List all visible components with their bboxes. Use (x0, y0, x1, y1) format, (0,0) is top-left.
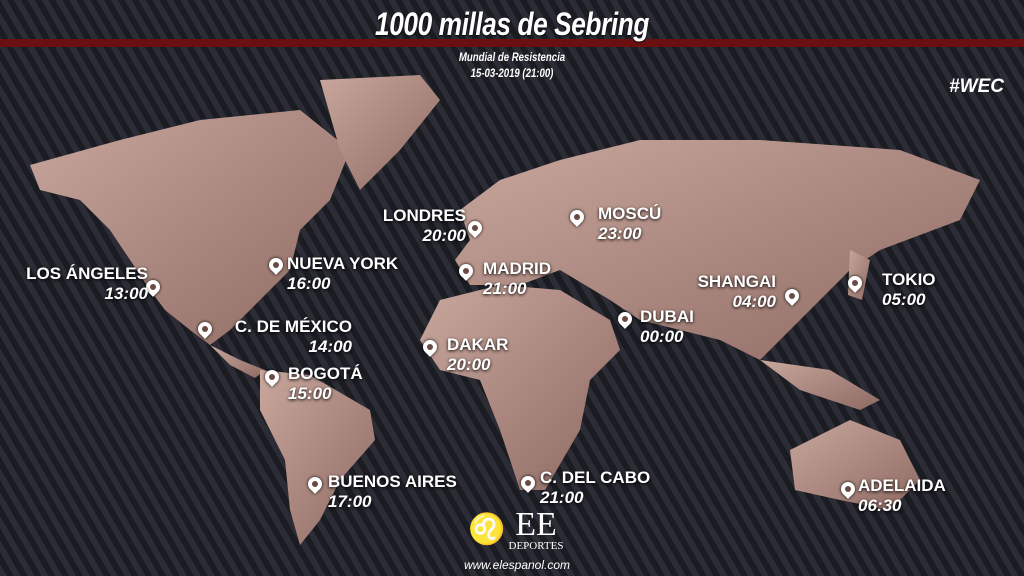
europe-asia (455, 140, 980, 360)
website-url: www.elespanol.com (463, 558, 571, 572)
logo-mark: EE (515, 506, 557, 543)
subtitle: Mundial de Resistencia (458, 50, 566, 64)
city-madrid: MADRID 21:00 (483, 259, 551, 298)
australia (790, 420, 920, 510)
ee-deportes-logo: ♌ EE DEPORTES (466, 506, 576, 553)
city-buenos-aires: BUENOS AIRES 17:00 (328, 472, 457, 511)
logo-label: DEPORTES (508, 540, 564, 552)
city-adelaida: ADELAIDA 06:30 (858, 476, 946, 515)
africa (420, 285, 620, 490)
city-mexico: C. DE MÉXICO 14:00 (234, 317, 352, 356)
page-title: 1000 millas de Sebring (375, 6, 649, 42)
city-moscu: MOSCÚ 23:00 (598, 204, 662, 243)
city-londres: LONDRES 20:00 (382, 206, 466, 245)
greenland (320, 75, 440, 190)
north-america (30, 110, 350, 345)
lion-icon: ♌ (468, 513, 506, 546)
city-los-angeles: LOS ÁNGELES 13:00 (26, 264, 148, 303)
city-shangai: SHANGAI 04:00 (697, 272, 776, 311)
city-cabo: C. DEL CABO 21:00 (540, 468, 651, 507)
event-date: 15-03-2019 (21:00) (470, 66, 554, 80)
city-dubai: DUBAI 00:00 (640, 307, 694, 346)
southeast-asia (760, 360, 880, 410)
header-band (0, 39, 1024, 47)
city-bogota: BOGOTÁ 15:00 (288, 364, 363, 403)
city-dakar: DAKAR 20:00 (447, 335, 509, 374)
south-america (260, 370, 375, 545)
city-nueva-york: NUEVA YORK 16:00 (287, 254, 399, 293)
central-america (210, 345, 265, 378)
city-tokio: TOKIO 05:00 (882, 270, 936, 309)
hashtag: #WEC (949, 76, 1004, 97)
